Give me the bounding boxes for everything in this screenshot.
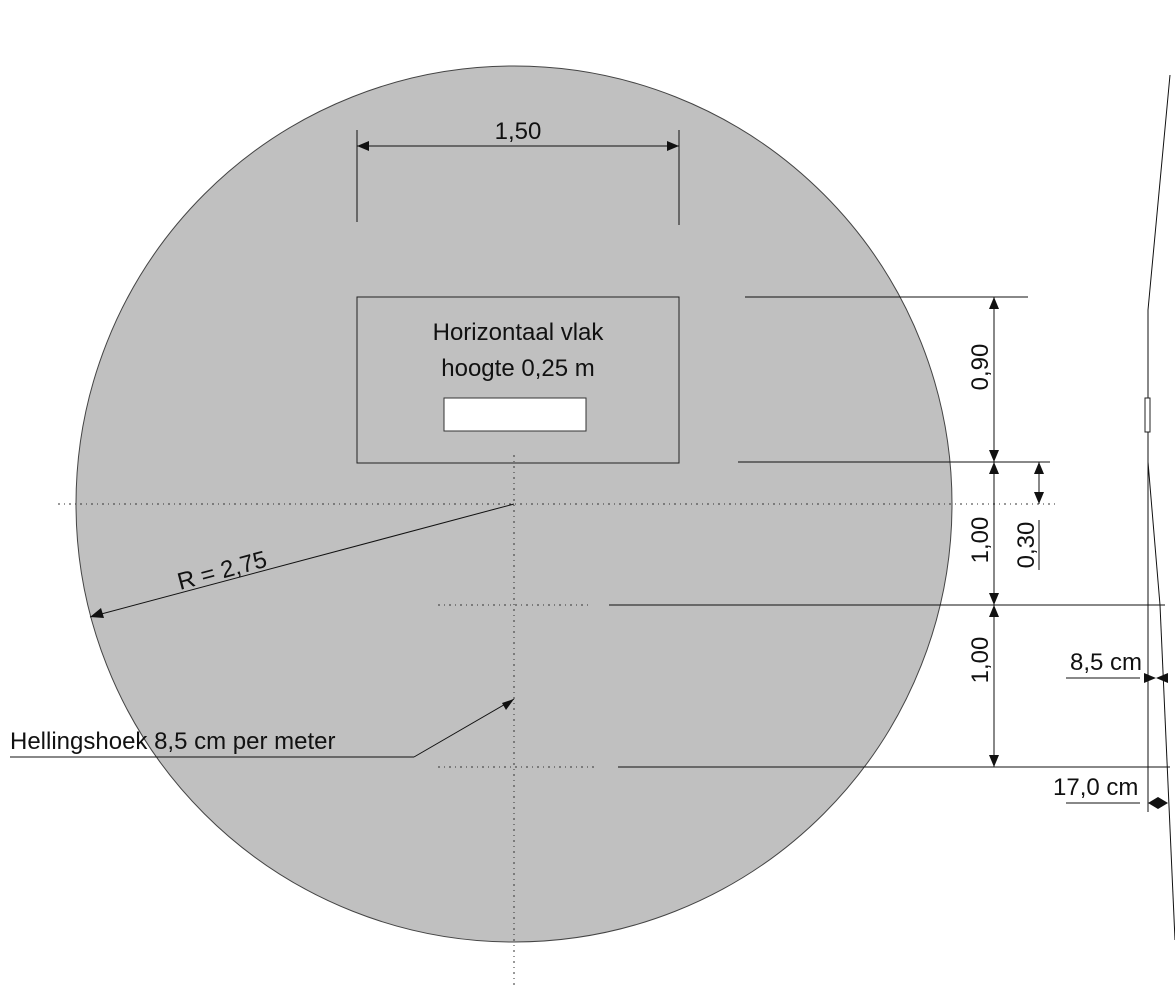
dim-arrow-6 — [989, 755, 999, 767]
side-profile-block — [1144, 397, 1151, 433]
dim-label-100-upper: 1,00 — [967, 517, 994, 564]
side-profile-outline — [1147, 74, 1171, 430]
slope-leader-arrow — [502, 699, 514, 710]
slope-label: Hellingshoek 8,5 cm per meter — [10, 728, 335, 755]
top-dim-arrow-left — [357, 141, 369, 151]
offset1-arrow-right — [1156, 673, 1168, 683]
dim-label-090: 0,90 — [967, 344, 994, 391]
radius-line — [89, 503, 515, 618]
platform-label-line2: hoogte 0,25 m — [441, 355, 594, 382]
slope-leader-diag — [413, 698, 515, 758]
top-dim-label: 1,50 — [495, 118, 542, 145]
offset2-label: 17,0 cm — [1053, 774, 1138, 801]
dim-label-100-lower: 1,00 — [967, 637, 994, 684]
platform-white-box — [443, 397, 587, 432]
offset1-label: 8,5 cm — [1070, 649, 1142, 676]
offset2-arrow — [1148, 797, 1168, 809]
dim-arrow-1 — [989, 297, 999, 309]
radius-arrow — [90, 608, 104, 618]
dim-label-030: 0,30 — [1013, 522, 1040, 569]
dim-arrow-5 — [989, 605, 999, 617]
platform-label-line1: Horizontaal vlak — [433, 319, 605, 346]
dim-030-arrow-bottom — [1034, 492, 1044, 504]
offset1-arrow-left — [1144, 673, 1156, 683]
dim-arrow-3 — [989, 462, 999, 474]
top-dim-arrow-right — [667, 141, 679, 151]
side-profile-slope-2 — [1159, 604, 1175, 941]
side-profile-slope-1 — [1147, 461, 1161, 606]
platform-rect — [356, 296, 680, 464]
dim-arrow-2 — [989, 450, 999, 462]
dim-030-arrow-top — [1034, 462, 1044, 474]
dim-arrow-4 — [989, 593, 999, 605]
